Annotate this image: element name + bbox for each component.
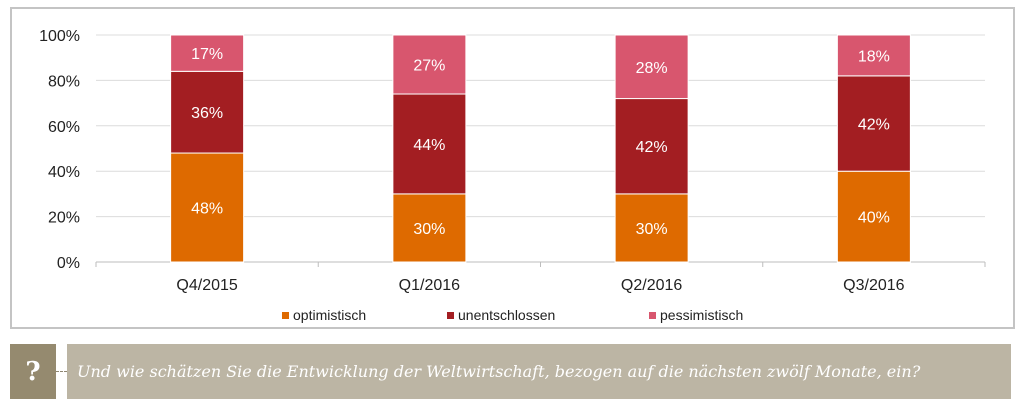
bar-segment-unentschlossen bbox=[392, 93, 467, 195]
x-tick-label: Q4/2015 bbox=[176, 277, 237, 294]
legend-swatch-optimistisch bbox=[282, 311, 289, 319]
bar-segment-optimistisch bbox=[392, 193, 467, 263]
data-label: 27% bbox=[413, 58, 445, 75]
data-label: 30% bbox=[636, 221, 668, 238]
y-tick-label: 100% bbox=[39, 28, 80, 45]
connector-line bbox=[56, 371, 67, 372]
y-tick-label: 40% bbox=[48, 164, 80, 181]
bar-segment-pessimistisch bbox=[836, 34, 911, 77]
legend-swatch-unentschlossen bbox=[447, 311, 454, 319]
question-glyph: ? bbox=[25, 356, 41, 387]
bar-segment-optimistisch bbox=[170, 152, 245, 263]
y-tick-label: 80% bbox=[48, 73, 80, 90]
legend-label: unentschlossen bbox=[458, 307, 556, 323]
y-tick-label: 20% bbox=[48, 210, 80, 227]
bar-segment-pessimistisch bbox=[392, 34, 467, 95]
data-label: 48% bbox=[191, 201, 223, 218]
legend-swatch-pessimistisch bbox=[649, 311, 656, 319]
y-tick-label: 60% bbox=[48, 119, 80, 136]
data-label: 42% bbox=[858, 117, 890, 134]
x-tick-label: Q3/2016 bbox=[843, 277, 904, 294]
bar-segment-unentschlossen bbox=[836, 75, 911, 172]
data-label: 18% bbox=[858, 48, 890, 65]
data-label: 42% bbox=[636, 139, 668, 156]
data-label: 40% bbox=[858, 210, 890, 227]
bar-segment-optimistisch bbox=[614, 193, 689, 263]
legend-item-optimistisch: optimistisch bbox=[282, 307, 366, 323]
bar-segment-pessimistisch bbox=[170, 34, 245, 72]
legend-label: pessimistisch bbox=[660, 307, 744, 323]
data-label: 44% bbox=[413, 137, 445, 154]
bar-segment-pessimistisch bbox=[614, 34, 689, 100]
x-tick-label: Q1/2016 bbox=[399, 277, 460, 294]
data-label: 17% bbox=[191, 46, 223, 63]
legend-label: optimistisch bbox=[293, 307, 367, 323]
bar-segment-unentschlossen bbox=[170, 70, 245, 154]
bar-segment-optimistisch bbox=[836, 170, 911, 263]
survey-question-text: Und wie schätzen Sie die Entwicklung der… bbox=[77, 362, 921, 381]
y-tick-label: 0% bbox=[57, 255, 80, 272]
data-label: 28% bbox=[636, 60, 668, 77]
survey-question: Und wie schätzen Sie die Entwicklung der… bbox=[67, 344, 1011, 399]
legend-item-unentschlossen: unentschlossen bbox=[447, 307, 555, 323]
data-label: 36% bbox=[191, 105, 223, 122]
data-label: 30% bbox=[413, 221, 445, 238]
question-mark-icon: ? bbox=[10, 344, 56, 399]
legend-item-pessimistisch: pessimistisch bbox=[649, 307, 743, 323]
x-tick-label: Q2/2016 bbox=[621, 277, 682, 294]
chart-legend: optimistisch unentschlossen pessimistisc… bbox=[0, 307, 1024, 327]
